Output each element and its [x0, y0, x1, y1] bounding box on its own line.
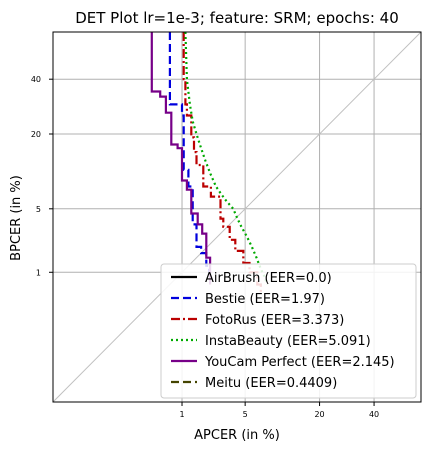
legend-label: AirBrush (EER=0.0)	[205, 271, 332, 286]
legend: AirBrush (EER=0.0) Bestie (EER=1.97) FotoR…	[160, 263, 417, 399]
plot-frame	[52, 31, 422, 403]
legend-label: InstaBeauty (EER=5.091)	[205, 334, 371, 349]
series-line	[182, 32, 262, 293]
series-line	[184, 32, 269, 285]
y-tick-label: 5	[36, 205, 41, 214]
legend-box	[160, 263, 417, 399]
y-axis-label: BPCER (in %)	[9, 175, 24, 261]
y-tick-label: 1	[36, 268, 41, 277]
x-tick-label: 40	[369, 410, 379, 419]
legend-label: FotoRus (EER=3.373)	[205, 313, 344, 328]
series-line	[168, 32, 211, 273]
x-tick-label: 5	[243, 410, 248, 419]
legend-label: Bestie (EER=1.97)	[205, 292, 325, 307]
x-tick-label: 1	[179, 410, 184, 419]
chart-title: DET Plot lr=1e-3; feature: SRM; epochs: …	[75, 9, 399, 27]
y-tick-label: 40	[31, 75, 41, 84]
series-line	[150, 32, 212, 285]
x-tick-label: 20	[314, 410, 324, 419]
y-tick-label: 20	[31, 130, 41, 139]
x-axis-label: APCER (in %)	[194, 428, 280, 443]
legend-label: YouCam Perfect (EER=2.145)	[204, 355, 395, 370]
legend-label: Meitu (EER=0.4409)	[205, 376, 337, 391]
